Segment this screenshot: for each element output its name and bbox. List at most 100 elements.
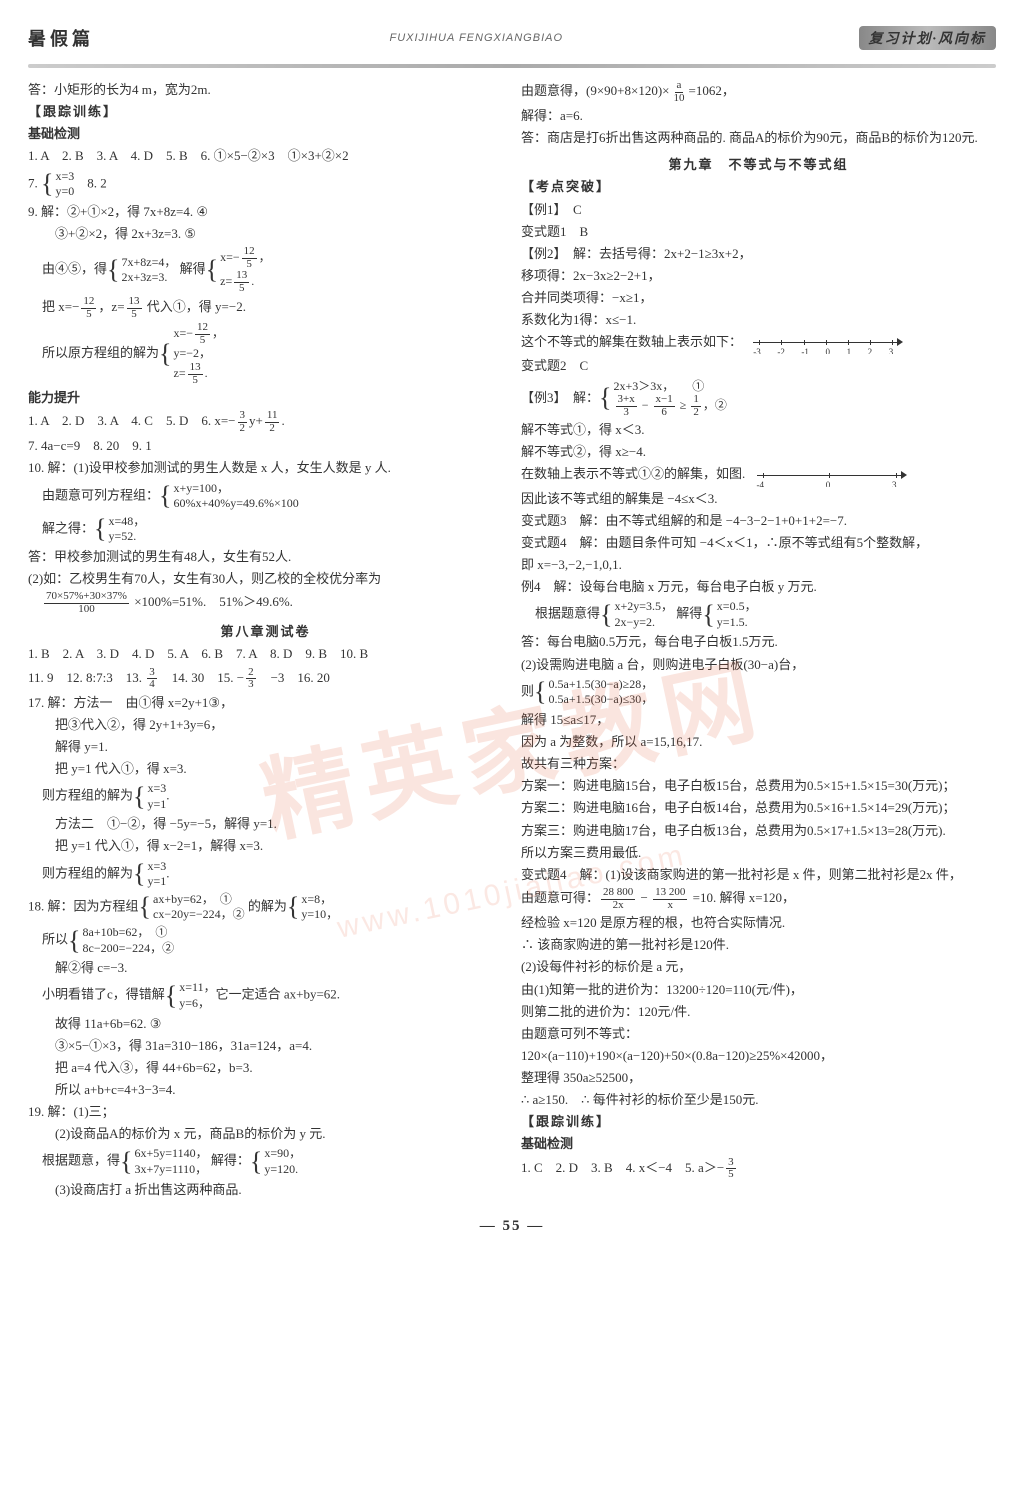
left-line: 解得 y=1. xyxy=(28,737,503,757)
right-line: 经检验 x=120 是原方程的根，也符合实际情况. xyxy=(521,913,996,933)
right-line: (2)设需购进电脑 a 台，则购进电子白板(30−a)台， xyxy=(521,655,996,675)
header-rule xyxy=(28,64,996,68)
right-line: 120×(a−110)+190×(a−120)+50×(0.8a−120)≥25… xyxy=(521,1046,996,1066)
header-bar: 暑假篇 FUXIJIHUA FENGXIANGBIAO 复习计划·风向标 xyxy=(28,20,996,56)
left-line: 所以{8a+10b=62， ①8c−200=−224，② xyxy=(28,925,503,956)
left-line: 把 x=−125，z=135 代入①，得 y=−2. xyxy=(28,296,503,320)
right-section: 【考点突破】 xyxy=(521,177,996,197)
content-columns: 答：小矩形的长为4 m，宽为2m. 【跟踪训练】 基础检测 1. A 2. B … xyxy=(28,80,996,1202)
right-line: 所以方案三费用最低. xyxy=(521,843,996,863)
left-line: 把 y=1 代入①，得 x−2=1，解得 x=3. xyxy=(28,836,503,856)
right-line: 答：每台电脑0.5万元，每台电子白板1.5万元. xyxy=(521,632,996,652)
left-line: 1. A 2. D 3. A 4. C 5. D 6. x=−32y+112. xyxy=(28,410,503,434)
right-line: 由题意可列不等式： xyxy=(521,1024,996,1044)
left-line: 19. 解：(1)三； xyxy=(28,1102,503,1122)
right-line: 则第二批的进价为：120元/件. xyxy=(521,1002,996,1022)
left-line: 故得 11a+6b=62. ③ xyxy=(28,1014,503,1034)
page-number: — 55 — xyxy=(28,1218,996,1235)
left-line: 7. {x=3y=0 8. 2 xyxy=(28,169,503,200)
right-line: 【例1】 C xyxy=(521,200,996,220)
left-line: (2)如：乙校男生有70人，女生有30人，则乙校的全校优分率为 xyxy=(28,569,503,589)
right-line: 由题意得，(9×90+8×120)×a10=1062， xyxy=(521,80,996,104)
right-line: 解得：a=6. xyxy=(521,106,996,126)
right-line: 变式题1 B xyxy=(521,222,996,242)
left-line: 小明看错了c，得错解{x=11，y=6，它一定适合 ax+by=62. xyxy=(28,980,503,1011)
left-line: 把 y=1 代入①，得 x=3. xyxy=(28,759,503,779)
left-line: 70×57%+30×37%100 ×100%=51%. 51%＞49.6%. xyxy=(28,591,503,615)
header-right-title: 复习计划·风向标 xyxy=(859,26,997,50)
right-line: ∴ 该商家购进的第一批衬衫是120件. xyxy=(521,935,996,955)
right-line: 因此该不等式组的解集是 −4≤x＜3. xyxy=(521,489,996,509)
left-column: 答：小矩形的长为4 m，宽为2m. 【跟踪训练】 基础检测 1. A 2. B … xyxy=(28,80,503,1202)
left-line: 则方程组的解为{x=3y=1. xyxy=(28,781,503,812)
right-line: 故共有三种方案： xyxy=(521,754,996,774)
left-line: 7. 4a−c=9 8. 20 9. 1 xyxy=(28,436,503,456)
right-line: 例4 解：设每台电脑 x 万元，每台电子白板 y 万元. xyxy=(521,577,996,597)
left-line: 1. B 2. A 3. D 4. D 5. A 6. B 7. A 8. D … xyxy=(28,644,503,664)
left-line: 由④⑤，得{7x+8z=4，2x+3z=3. 解得{ x=−125， z=135… xyxy=(28,246,503,294)
right-line: ∴ a≥150. ∴ 每件衬衫的标价至少是150元. xyxy=(521,1090,996,1110)
number-line-chart: -3-2-10123 xyxy=(753,332,903,354)
right-line: 系数化为1得：x≤−1. xyxy=(521,310,996,330)
left-line: 则方程组的解为{x=3y=1. xyxy=(28,859,503,890)
right-line: 即 x=−3,−2,−1,0,1. xyxy=(521,555,996,575)
left-line: 解②得 c=−3. xyxy=(28,958,503,978)
right-line: 方案一：购进电脑15台，电子白板15台，总费用为0.5×15+1.5×15=30… xyxy=(521,776,996,796)
right-line: 合并同类项得：−x≥1， xyxy=(521,288,996,308)
left-line: 所以原方程组的解为{ x=−125， y=−2， z=135. xyxy=(28,322,503,386)
number-line-chart: -403 xyxy=(757,465,907,487)
left-line: (2)设商品A的标价为 x 元，商品B的标价为 y 元. xyxy=(28,1124,503,1144)
right-line: 因为 a 为整数，所以 a=15,16,17. xyxy=(521,732,996,752)
left-line: 解之得：{x=48，y=52. xyxy=(28,514,503,545)
chapter-title: 第九章 不等式与不等式组 xyxy=(521,154,996,173)
right-line: 变式题4 解：由题目条件可知 −4＜x＜1，∴原不等式组有5个整数解， xyxy=(521,533,996,553)
left-line: 17. 解：方法一 由①得 x=2y+1③， xyxy=(28,693,503,713)
left-line: (3)设商店打 a 折出售这两种商品. xyxy=(28,1180,503,1200)
right-line: 由题意可得：28 8002x − 13 200x =10. 解得 x=120， xyxy=(521,887,996,911)
right-line: 解不等式①，得 x＜3. xyxy=(521,420,996,440)
right-line: 方案三：购进电脑17台，电子白板13台，总费用为0.5×17+1.5×13=28… xyxy=(521,821,996,841)
left-line: 答：甲校参加测试的男生有48人，女生有52人. xyxy=(28,547,503,567)
chapter-title: 第八章测试卷 xyxy=(28,621,503,640)
right-line: 解得 15≤a≤17， xyxy=(521,710,996,730)
header-mid-caption: FUXIJIHUA FENGXIANGBIAO xyxy=(389,32,563,44)
right-subsection: 基础检测 xyxy=(521,1134,996,1154)
right-line: 变式题4 解：(1)设该商家购进的第一批衬衫是 x 件，则第二批衬衫是2x 件， xyxy=(521,865,996,885)
right-line: 这个不等式的解集在数轴上表示如下： -3-2-10123 xyxy=(521,332,996,354)
right-line: 变式题2 C xyxy=(521,356,996,376)
right-line: 则{0.5a+1.5(30−a)≥28，0.5a+1.5(30−a)≤30， xyxy=(521,677,996,708)
left-line: 把③代入②，得 2y+1+3y=6， xyxy=(28,715,503,735)
left-line: 根据题意，得{6x+5y=1140，3x+7y=1110， 解得：{x=90，y… xyxy=(28,1146,503,1177)
right-line: 解不等式②，得 x≥−4. xyxy=(521,442,996,462)
left-line: 答：小矩形的长为4 m，宽为2m. xyxy=(28,80,503,100)
right-column: 由题意得，(9×90+8×120)×a10=1062， 解得：a=6. 答：商店… xyxy=(521,80,996,1202)
right-line: 【例2】 解：去括号得：2x+2−1≥3x+2， xyxy=(521,244,996,264)
header-left-title: 暑假篇 xyxy=(28,25,94,51)
left-subsection: 能力提升 xyxy=(28,388,503,408)
left-line: 所以 a+b+c=4+3−3=4. xyxy=(28,1080,503,1100)
left-line: 11. 9 12. 8:7:3 13. 34 14. 30 15. −23 −3… xyxy=(28,667,503,691)
left-line: 由题意可列方程组：{x+y=100，60%x+40%y=49.6%×100 xyxy=(28,481,503,512)
left-line: 18. 解：因为方程组{ax+by=62， ①cx−20y=−224，② 的解为… xyxy=(28,892,503,923)
right-line: 根据题意得{x+2y=3.5，2x−y=2. 解得{x=0.5，y=1.5. xyxy=(521,599,996,630)
right-line: 由(1)知第一批的进价为：13200÷120=110(元/件)， xyxy=(521,980,996,1000)
right-line: 移项得：2x−3x≥2−2+1， xyxy=(521,266,996,286)
right-line: 答：商店是打6折出售这两种商品的. 商品A的标价为90元，商品B的标价为120元… xyxy=(521,128,996,148)
left-subsection: 基础检测 xyxy=(28,124,503,144)
left-line: 10. 解：(1)设甲校参加测试的男生人数是 x 人，女生人数是 y 人. xyxy=(28,458,503,478)
right-line: 1. C 2. D 3. B 4. x＜−4 5. a＞−35 xyxy=(521,1157,996,1181)
right-line: 整理得 350a≥52500， xyxy=(521,1068,996,1088)
left-line: 9. 解：②+①×2，得 7x+8z=4. ④ xyxy=(28,202,503,222)
left-line: 把 a=4 代入③，得 44+6b=62，b=3. xyxy=(28,1058,503,1078)
right-line: 变式题3 解：由不等式组解的和是 −4−3−2−1+0+1+2=−7. xyxy=(521,511,996,531)
right-line: 方案二：购进电脑16台，电子白板14台，总费用为0.5×16+1.5×14=29… xyxy=(521,798,996,818)
left-line: ③+②×2，得 2x+3z=3. ⑤ xyxy=(28,224,503,244)
left-line: ③×5−①×3，得 31a=310−186，31a=124，a=4. xyxy=(28,1036,503,1056)
right-line: 在数轴上表示不等式①②的解集，如图. -403 xyxy=(521,464,996,486)
left-section: 【跟踪训练】 xyxy=(28,102,503,122)
right-line: 【例3】 解：{ 2x+3＞3x， ① 3+x3 − x−16 ≥ 12，② xyxy=(521,379,996,419)
right-line: (2)设每件衬衫的标价是 a 元， xyxy=(521,957,996,977)
left-line: 1. A 2. B 3. A 4. D 5. B 6. ①×5−②×3 ①×3+… xyxy=(28,146,503,166)
left-line: 方法二 ①−②，得 −5y=−5，解得 y=1. xyxy=(28,814,503,834)
right-section: 【跟踪训练】 xyxy=(521,1112,996,1132)
